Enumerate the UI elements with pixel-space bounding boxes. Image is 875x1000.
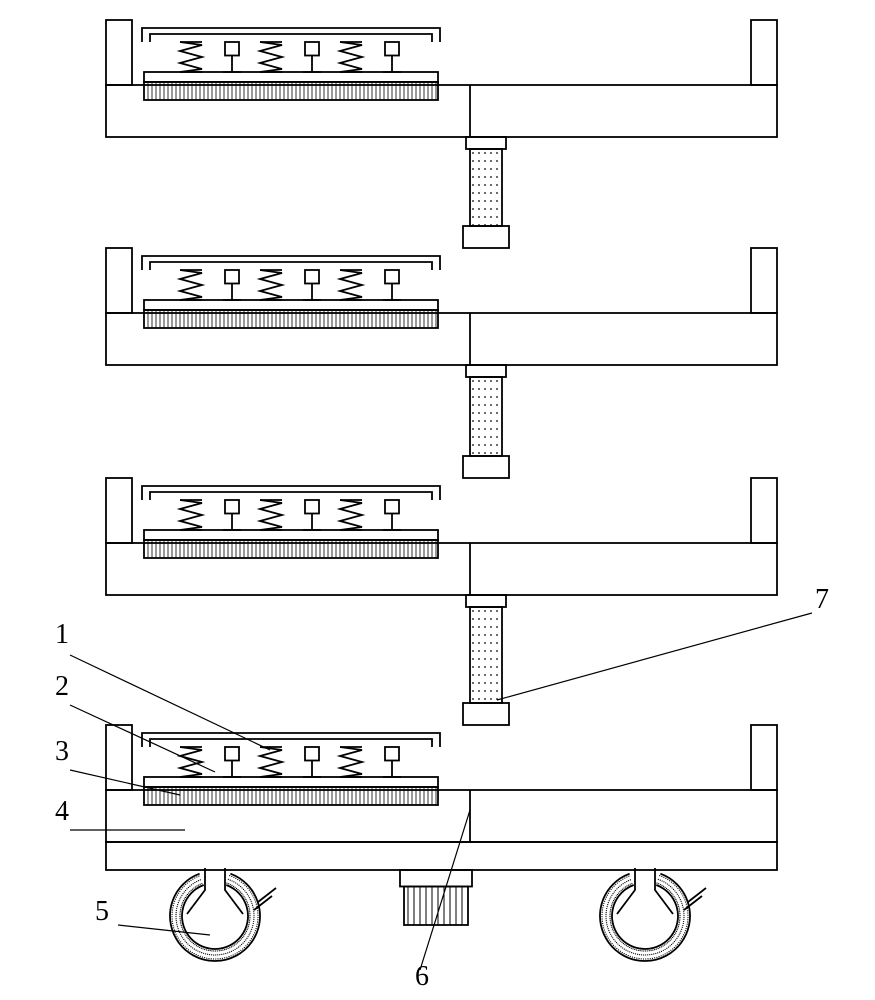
callout-label-4: 4 — [55, 796, 69, 827]
callout-label-7: 7 — [815, 584, 829, 615]
callout-label-5: 5 — [95, 896, 109, 927]
technical-diagram: 1 2 3 4 5 6 7 — [0, 0, 875, 1000]
callout-label-2: 2 — [55, 671, 69, 702]
callout-label-6: 6 — [415, 961, 429, 992]
callout-label-3: 3 — [55, 736, 69, 767]
callout-label-1: 1 — [55, 619, 69, 650]
